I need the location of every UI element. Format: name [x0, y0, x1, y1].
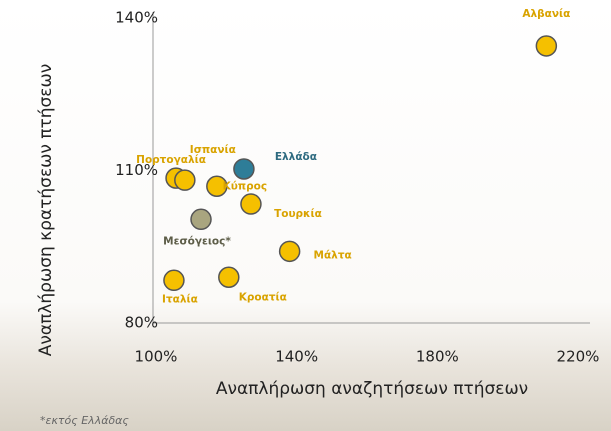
point-label: Αλβανία	[522, 8, 570, 20]
x-tick-label: 220%	[557, 348, 600, 366]
point	[164, 270, 184, 290]
point-label: Τουρκία	[274, 208, 322, 220]
point	[241, 194, 261, 214]
x-axis-title: Αναπλήρωση αναζητήσεων πτήσεων	[216, 379, 528, 399]
x-tick-label: 180%	[416, 348, 459, 366]
point-label: Κύπρος	[223, 180, 268, 192]
point-label: Ιταλία	[162, 293, 198, 305]
point	[219, 267, 239, 287]
point-label: Ισπανία	[190, 144, 236, 156]
y-tick-label: 80%	[125, 314, 158, 332]
point	[175, 170, 195, 190]
footnote: *εκτός Ελλάδας	[40, 414, 129, 427]
point-label: Ελλάδα	[275, 151, 317, 163]
x-tick-label: 100%	[135, 348, 178, 366]
point-label: Μάλτα	[314, 249, 352, 261]
x-tick-label: 140%	[275, 348, 318, 366]
point	[536, 36, 556, 56]
chart: Αναπλήρωση αναζητήσεων πτήσεων Αναπλήρωσ…	[0, 0, 611, 431]
y-tick-label: 140%	[115, 9, 158, 27]
point-label: Κροατία	[239, 291, 287, 303]
point-label: Μεσόγειος*	[163, 235, 231, 247]
point	[280, 241, 300, 261]
point	[234, 159, 254, 179]
y-axis-title: Αναπλήρωση κρατήσεων πτήσεων	[36, 64, 56, 356]
point	[191, 209, 211, 229]
